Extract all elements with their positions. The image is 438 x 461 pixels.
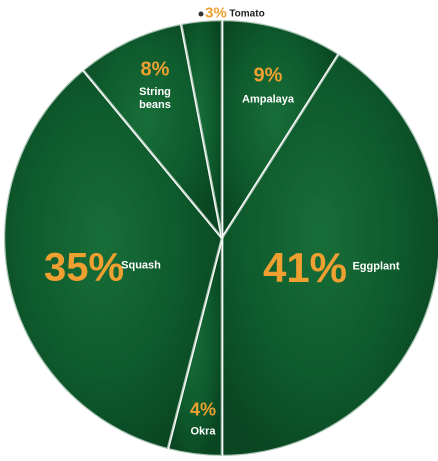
slice-label: Squash (121, 259, 161, 272)
pie-slice (220, 52, 438, 458)
slice-label: Eggplant (352, 260, 400, 273)
slice-label: Okra (190, 425, 216, 438)
slice-label: Ampalaya (242, 93, 294, 106)
value-label: 35% (43, 245, 125, 290)
value-label: 9% (253, 64, 283, 87)
value-label: 3% (205, 4, 227, 22)
pie-slice (2, 68, 224, 451)
value-label: 8% (140, 58, 170, 81)
pie-slice (81, 22, 224, 239)
value-label: 41% (262, 244, 348, 291)
slice-label: Tomato (229, 8, 265, 20)
pie-slice (179, 18, 224, 239)
slice-label: String beans (139, 86, 171, 111)
label-dot (198, 11, 204, 17)
value-label: 4% (189, 399, 217, 420)
pie-slice (220, 18, 341, 243)
